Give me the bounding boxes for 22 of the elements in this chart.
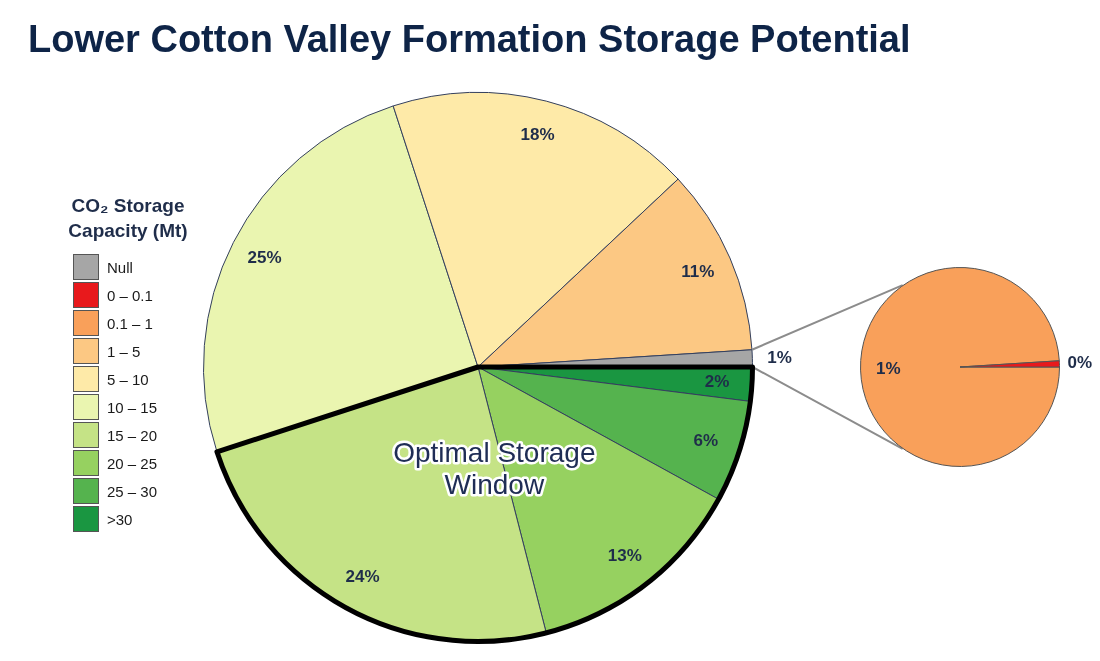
data-label: 2% xyxy=(704,371,730,391)
data-label: 0% xyxy=(1067,353,1093,373)
legend-label: Null xyxy=(107,258,133,276)
chart-title: Lower Cotton Valley Formation Storage Potential xyxy=(28,18,911,61)
legend-label: 5 – 10 xyxy=(107,370,149,388)
data-label: 1% xyxy=(876,358,901,378)
data-label: 1% xyxy=(767,347,792,367)
legend-title: CO₂ Storage Capacity (Mt) xyxy=(67,194,189,243)
legend-label: 10 – 15 xyxy=(107,398,158,416)
legend-label: 20 – 25 xyxy=(107,454,158,472)
legend-label: 0.1 – 1 xyxy=(107,314,153,332)
data-label: 24% xyxy=(345,566,380,586)
legend-label: 1 – 5 xyxy=(107,342,141,360)
data-label: 25% xyxy=(247,247,282,267)
data-label: 18% xyxy=(520,124,555,144)
data-label: 6% xyxy=(693,430,719,450)
data-label: 11% xyxy=(681,261,715,281)
legend-label: 0 – 0.1 xyxy=(107,286,153,304)
legend-label: 25 – 30 xyxy=(107,482,158,500)
data-label: 13% xyxy=(607,545,642,565)
legend-label: >30 xyxy=(107,510,133,528)
legend-label: 15 – 20 xyxy=(107,426,158,444)
